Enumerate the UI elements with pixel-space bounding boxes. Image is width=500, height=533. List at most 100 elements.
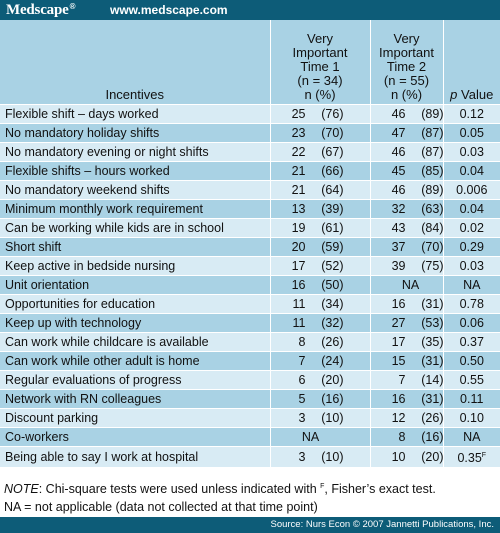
table-row: Minimum monthly work requirement 13 (39) 32… [0, 199, 500, 219]
p-value-cell: 0.04 [442, 199, 500, 219]
time2-cell: 47 (87) [369, 123, 444, 143]
time2-cell: 12 (26) [369, 408, 444, 428]
incentive-cell: Can work while childcare is available [0, 332, 270, 352]
time2-cell: 15 (31) [369, 351, 444, 371]
table-row: Flexible shift – days worked 25 (76) 46 (89)… [0, 104, 500, 124]
time1-cell: 7 (24) [269, 351, 370, 371]
incentive-cell: Being able to say I work at hospital [0, 446, 270, 468]
incentive-cell: Short shift [0, 237, 270, 257]
time1-cell: 11 (32) [269, 313, 370, 333]
table-row: No mandatory holiday shifts 23 (70) 47 (87) 0… [0, 123, 500, 143]
time1-cell: 21 (66) [269, 161, 370, 181]
p-value-cell: 0.11 [442, 389, 500, 409]
incentive-cell: Flexible shift – days worked [0, 104, 270, 124]
table-row: Regular evaluations of progress 6 (20) 7 (14… [0, 370, 500, 390]
time2-cell: 10 (20) [369, 446, 444, 468]
p-value-cell: 0.55 [442, 370, 500, 390]
time1-cell: 19 (61) [269, 218, 370, 238]
time1-cell: 22 (67) [269, 142, 370, 162]
time1-cell: 3 (10) [269, 446, 370, 468]
p-value-cell: 0.03 [442, 142, 500, 162]
p-value-cell: NA [442, 427, 500, 447]
incentive-cell: Network with RN colleagues [0, 389, 270, 409]
site-url: www.medscape.com [110, 3, 228, 17]
incentive-cell: No mandatory evening or night shifts [0, 142, 270, 162]
time1-cell: 13 (39) [269, 199, 370, 219]
time1-cell: 23 (70) [269, 123, 370, 143]
time2-cell: 46 (87) [369, 142, 444, 162]
time1-cell: NA [269, 427, 370, 447]
table-row: No mandatory evening or night shifts 22 (6… [0, 142, 500, 162]
incentive-cell: Can be working while kids are in school [0, 218, 270, 238]
time2-cell: 17 (35) [369, 332, 444, 352]
time1-cell: 6 (20) [269, 370, 370, 390]
header-time1: Very Important Time 1 (n = 34) n (%) [269, 20, 370, 105]
time1-cell: 11 (34) [269, 294, 370, 314]
incentive-cell: Unit orientation [0, 275, 270, 295]
p-value-cell: 0.06 [442, 313, 500, 333]
incentive-cell: Keep up with technology [0, 313, 270, 333]
incentive-cell: Regular evaluations of progress [0, 370, 270, 390]
p-value-cell: 0.50 [442, 351, 500, 371]
time2-cell: 27 (53) [369, 313, 444, 333]
p-value-cell: 0.78 [442, 294, 500, 314]
time2-cell: 46 (89) [369, 104, 444, 124]
header-p-value: p Value [442, 20, 500, 105]
time2-cell: 16 (31) [369, 389, 444, 409]
time2-cell: NA [369, 275, 443, 295]
table-row: Keep active in bedside nursing 17 (52) 39 (7… [0, 256, 500, 276]
incentive-cell: Keep active in bedside nursing [0, 256, 270, 276]
p-value-cell: 0.37 [442, 332, 500, 352]
table-row: Keep up with technology 11 (32) 27 (53) 0.06 [0, 313, 500, 333]
table-row: Can work while childcare is available 8 (2… [0, 332, 500, 352]
note-na: NA = not applicable (data not collected … [4, 500, 318, 514]
header-bar: Medscape® www.medscape.com [0, 0, 500, 20]
time2-cell: 46 (89) [369, 180, 444, 200]
table-header-row: Incentives Very Important Time 1 (n = 34… [0, 20, 500, 105]
time1-cell: 8 (26) [269, 332, 370, 352]
incentive-cell: Can work while other adult is home [0, 351, 270, 371]
p-value-cell: NA [442, 275, 500, 295]
p-value-cell: 0.29 [442, 237, 500, 257]
table-row: Flexible shifts – hours worked 21 (66) 45 (8… [0, 161, 500, 181]
note-chi-square: NOTE: Chi-square tests were used unless … [4, 482, 436, 496]
source-bar: Source: Nurs Econ © 2007 Jannetti Public… [0, 517, 500, 533]
table-row: Co-workers NA 8 (16) NA [0, 427, 500, 447]
p-value-cell: 0.10 [442, 408, 500, 428]
medscape-logo: Medscape® [6, 1, 76, 18]
incentive-cell: Discount parking [0, 408, 270, 428]
time1-cell: 3 (10) [269, 408, 370, 428]
time1-cell: 17 (52) [269, 256, 370, 276]
time1-cell: 16 (50) [269, 275, 370, 295]
incentives-table: Incentives Very Important Time 1 (n = 34… [0, 20, 500, 468]
time2-cell: 43 (84) [369, 218, 444, 238]
table-row: Being able to say I work at hospital 3 (10… [0, 446, 500, 468]
time1-cell: 21 (64) [269, 180, 370, 200]
table-row: Discount parking 3 (10) 12 (26) 0.10 [0, 408, 500, 428]
p-value-cell: 0.04 [442, 161, 500, 181]
time1-cell: 5 (16) [269, 389, 370, 409]
p-value-cell: 0.03 [442, 256, 500, 276]
p-value-cell: 0.006 [442, 180, 500, 200]
incentive-cell: Co-workers [0, 427, 270, 447]
time2-cell: 16 (31) [369, 294, 444, 314]
incentive-cell: No mandatory holiday shifts [0, 123, 270, 143]
header-time2: Very Important Time 2 (n = 55) n (%) [369, 20, 443, 105]
table-row: No mandatory weekend shifts 21 (64) 46 (89) 0… [0, 180, 500, 200]
time2-cell: 39 (75) [369, 256, 444, 276]
p-value-cell: 0.35F [442, 446, 500, 468]
time2-cell: 7 (14) [369, 370, 444, 390]
table-row: Network with RN colleagues 5 (16) 16 (31) 0.1… [0, 389, 500, 409]
time2-cell: 8 (16) [369, 427, 444, 447]
p-value-cell: 0.02 [442, 218, 500, 238]
time1-cell: 25 (76) [269, 104, 370, 124]
time2-cell: 32 (63) [369, 199, 444, 219]
incentive-cell: Flexible shifts – hours worked [0, 161, 270, 181]
table-row: Unit orientation 16 (50) NA NA [0, 275, 500, 295]
p-value-cell: 0.05 [442, 123, 500, 143]
incentive-cell: Opportunities for education [0, 294, 270, 314]
header-incentives: Incentives [0, 20, 270, 105]
table-row: Short shift 20 (59) 37 (70) 0.29 [0, 237, 500, 257]
table-row: Can work while other adult is home 7 (24) 1… [0, 351, 500, 371]
incentive-cell: No mandatory weekend shifts [0, 180, 270, 200]
